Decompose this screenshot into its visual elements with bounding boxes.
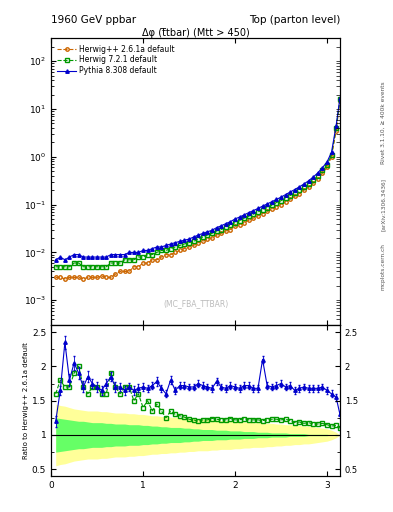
Pythia 8.308 default [196,232,200,238]
Y-axis label: Ratio to Herwig++ 2.6.1a default: Ratio to Herwig++ 2.6.1a default [23,342,29,459]
Herwig 7.2.1 default [53,264,58,270]
Herwig++ 2.6.1a default [200,238,205,244]
Text: mcplots.cern.ch: mcplots.cern.ch [381,243,386,290]
Text: (MC_FBA_TTBAR): (MC_FBA_TTBAR) [163,299,228,308]
Herwig 7.2.1 default [334,125,338,131]
Pythia 8.308 default [338,95,342,101]
Line: Herwig++ 2.6.1a default: Herwig++ 2.6.1a default [54,99,342,281]
Pythia 8.308 default [141,247,145,253]
Pythia 8.308 default [334,122,338,129]
Text: Top (parton level): Top (parton level) [248,15,340,26]
Herwig++ 2.6.1a default [334,127,338,134]
Herwig++ 2.6.1a default [255,213,260,219]
Line: Herwig 7.2.1 default: Herwig 7.2.1 default [54,97,342,268]
Legend: Herwig++ 2.6.1a default, Herwig 7.2.1 default, Pythia 8.308 default: Herwig++ 2.6.1a default, Herwig 7.2.1 de… [55,42,177,78]
Herwig 7.2.1 default [338,96,342,102]
Herwig 7.2.1 default [196,236,200,242]
Herwig 7.2.1 default [187,240,191,246]
Herwig++ 2.6.1a default [145,260,150,266]
Pythia 8.308 default [132,249,136,255]
Herwig++ 2.6.1a default [53,274,58,281]
Herwig++ 2.6.1a default [136,264,141,270]
Herwig 7.2.1 default [141,254,145,260]
Text: Rivet 3.1.10, ≥ 400k events: Rivet 3.1.10, ≥ 400k events [381,81,386,164]
Pythia 8.308 default [187,236,191,242]
Text: 1960 GeV ppbar: 1960 GeV ppbar [51,15,136,26]
Herwig++ 2.6.1a default [191,242,196,248]
Herwig 7.2.1 default [251,211,256,217]
Title: Δφ (t̅tbar) (Mtt > 450): Δφ (t̅tbar) (Mtt > 450) [141,28,250,37]
Pythia 8.308 default [53,257,58,263]
Herwig 7.2.1 default [132,257,136,263]
Pythia 8.308 default [251,207,256,214]
Text: [arXiv:1306.3436]: [arXiv:1306.3436] [381,178,386,231]
Herwig++ 2.6.1a default [338,97,342,103]
Line: Pythia 8.308 default: Pythia 8.308 default [54,96,342,262]
Herwig++ 2.6.1a default [62,276,67,282]
